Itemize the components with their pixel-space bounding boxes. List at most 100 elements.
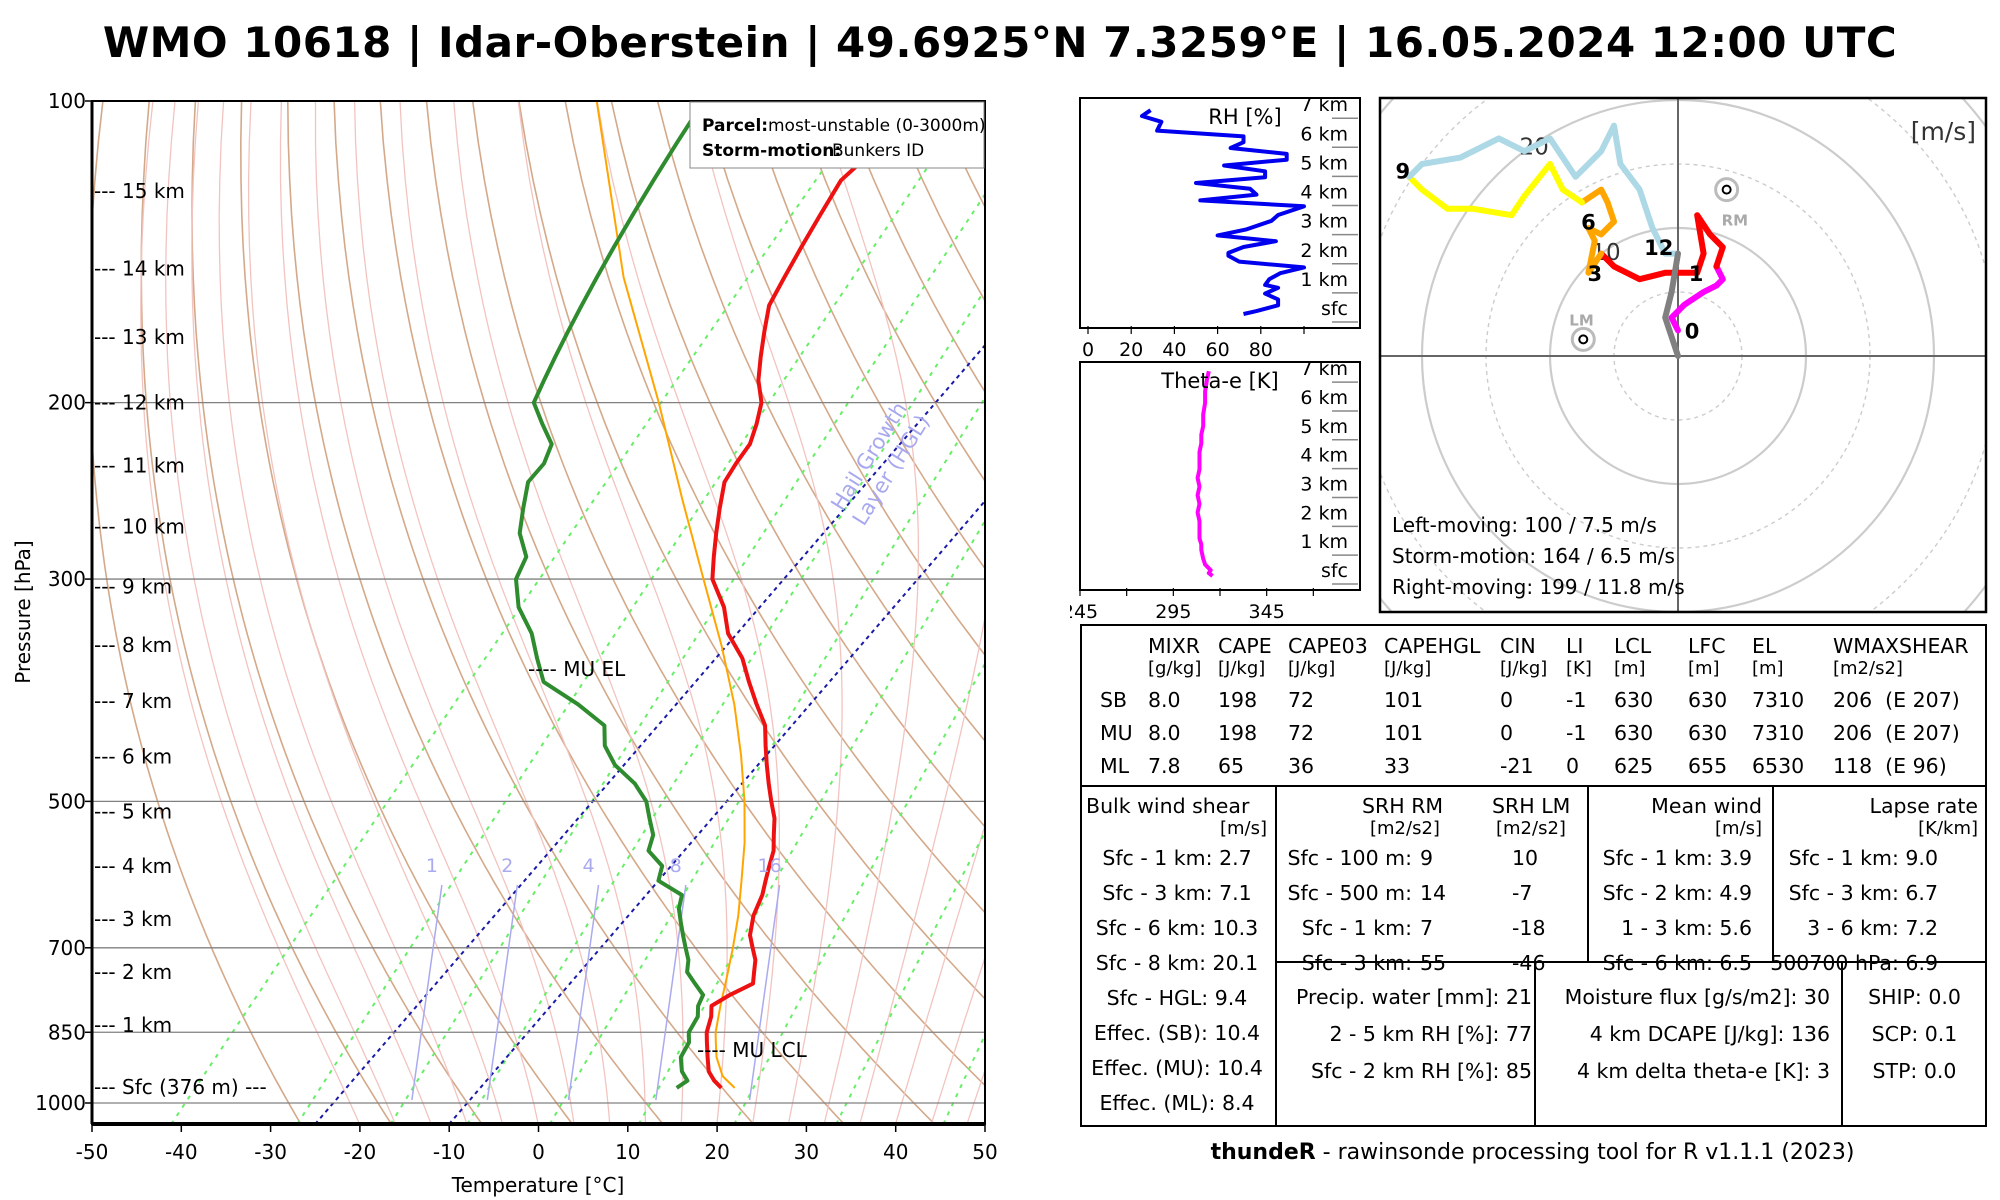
hodograph-height-label: 9 xyxy=(1395,159,1410,183)
moist-adiabat xyxy=(966,1068,985,1124)
mixing-ratio-tick xyxy=(748,884,781,1101)
column-unit: [K] xyxy=(1566,658,1592,679)
mean-wind-unit: [m/s] xyxy=(1714,818,1762,839)
bulk-shear-row: Effec. (MU): 10.4 xyxy=(1091,1056,1263,1080)
theta-e-height-label: 3 km xyxy=(1300,473,1348,495)
hodograph-height-label: 1 xyxy=(1689,262,1704,286)
row-label: MU xyxy=(1100,721,1133,745)
moist-adiabat xyxy=(165,101,397,1124)
hgl-boundary xyxy=(314,343,985,1124)
column-unit: [g/kg] xyxy=(1148,658,1202,679)
mixing-ratio-tick xyxy=(411,884,443,1101)
footer-brand: thundeR xyxy=(1210,1140,1316,1165)
mixing-ratio-label: 2 xyxy=(501,855,513,877)
legend-parcel-value: most-unstable (0-3000m) xyxy=(768,116,986,136)
table-cell: 630 xyxy=(1688,688,1728,712)
lapse-rate-row: Sfc - 1 km: 9.0 xyxy=(1788,846,1938,870)
dry-adiabat xyxy=(471,101,985,1087)
srh-row-label: Sfc - 1 km: xyxy=(1301,916,1412,940)
theta-e-x-tick-label: 295 xyxy=(1155,601,1191,623)
y-tick-label: 200 xyxy=(48,391,86,415)
column-header: WMAXSHEAR xyxy=(1833,634,1969,658)
dry-adiabat xyxy=(518,101,985,1000)
moist-adiabat xyxy=(517,101,728,1124)
srh-rm-title: SRH RM xyxy=(1362,794,1444,818)
rh-x-tick-label: 80 xyxy=(1249,339,1273,360)
dry-adiabat xyxy=(287,101,664,1124)
rh-title: RH [%] xyxy=(1208,105,1281,129)
column-header: LFC xyxy=(1688,634,1726,658)
table-cell: 7310 xyxy=(1752,688,1805,712)
y-tick-label: 500 xyxy=(48,789,86,813)
srh-lm-title: SRH LM xyxy=(1492,794,1571,818)
column-header: CIN xyxy=(1500,634,1536,658)
hodograph-segment xyxy=(1579,186,1617,276)
table-cell: 206 (E 207) xyxy=(1833,721,1960,745)
table-cell: 198 xyxy=(1218,688,1258,712)
bulk-shear-row: Sfc - HGL: 9.4 xyxy=(1106,986,1248,1010)
moist-adiabat xyxy=(218,101,468,1124)
storm-motion-marker-center xyxy=(1578,334,1589,345)
mu-el-label: ---- MU EL xyxy=(528,657,626,681)
srh-lm-value: 10 xyxy=(1512,846,1539,870)
moist-adiabat xyxy=(314,101,575,1124)
mean-wind-row: 1 - 3 km: 5.6 xyxy=(1621,916,1752,940)
height-label: --- 14 km xyxy=(94,257,185,281)
hodograph-unit: [m/s] xyxy=(1911,117,1976,146)
hgl-boundary xyxy=(448,499,985,1124)
mixing-ratio-line xyxy=(466,288,985,1124)
mixing-ratio-tick xyxy=(486,884,519,1101)
rh-x-tick-label: 20 xyxy=(1119,339,1143,360)
hodograph-segment xyxy=(1406,122,1681,257)
height-label: --- 13 km xyxy=(94,325,185,349)
table-cell: 7.8 xyxy=(1148,754,1181,778)
column-unit: [J/kg] xyxy=(1500,658,1548,679)
table-cell: 65 xyxy=(1218,754,1245,778)
mixing-ratio-label: 4 xyxy=(582,855,594,877)
hgl-label: Hail Growth Layer (HGL) xyxy=(826,398,934,530)
x-tick-label: 30 xyxy=(794,1140,819,1164)
height-label: --- Sfc (376 m) --- xyxy=(94,1075,267,1099)
theta-e-line xyxy=(1195,370,1214,578)
parcel-line xyxy=(595,101,746,1089)
x-tick-label: -40 xyxy=(165,1140,198,1164)
hodograph-height-label: 12 xyxy=(1644,236,1673,260)
mixing-ratio-line xyxy=(637,518,985,1124)
y-tick-label: 300 xyxy=(48,567,86,591)
x-tick-label: -30 xyxy=(254,1140,287,1164)
height-label: --- 8 km xyxy=(94,633,172,657)
x-tick-label: 50 xyxy=(972,1140,997,1164)
hodograph: 10203040RMLM0136912 [m/s] Left-moving: 1… xyxy=(1378,96,1988,614)
dry-adiabat xyxy=(841,101,985,394)
srh-row-label: Sfc - 100 m: xyxy=(1287,846,1412,870)
mu-lcl-label: ---- MU LCL xyxy=(697,1038,808,1062)
parameters-table: MIXR [g/kg] CAPE [J/kg] CAPE03 [J/kg] CAPEHGL[… xyxy=(1080,624,1987,1127)
column-header: EL xyxy=(1752,634,1777,658)
srh-row-label: Sfc - 500 m: xyxy=(1287,881,1412,905)
composite-row: SCP: 0.1 xyxy=(1871,1022,1958,1046)
rm-label: RM xyxy=(1722,212,1748,230)
table-cell: 101 xyxy=(1384,688,1424,712)
rh-height-label: 1 km xyxy=(1300,269,1348,291)
moist-adiabat xyxy=(191,101,432,1124)
row-label: SB xyxy=(1100,688,1128,712)
dewpoint-line xyxy=(514,101,706,1090)
column-header: MIXR xyxy=(1148,634,1201,658)
hodograph-segment xyxy=(1668,263,1726,334)
height-label: --- 15 km xyxy=(94,179,185,203)
mixing-ratio-line xyxy=(548,395,985,1124)
moist-adiabat xyxy=(279,101,539,1124)
composite-row: SHIP: 0.0 xyxy=(1868,985,1961,1009)
hodograph-segment xyxy=(1406,161,1585,219)
table-cell: 655 xyxy=(1688,754,1728,778)
height-label: --- 7 km xyxy=(94,689,172,713)
footer-text: - rawinsonde processing tool for R v1.1.… xyxy=(1315,1140,1855,1165)
x-tick-label: 20 xyxy=(704,1140,729,1164)
mean-wind-row: Sfc - 1 km: 3.9 xyxy=(1602,846,1752,870)
theta-e-panel: sfc 1 km 2 km 3 km 4 km 5 km 6 km 7 km 245 295 345… xyxy=(1070,358,1361,623)
moist-adiabat xyxy=(247,101,504,1124)
legend-storm-label: Storm-motion: xyxy=(702,141,841,161)
column-unit: [J/kg] xyxy=(1384,658,1432,679)
theta-e-height-label: 2 km xyxy=(1300,502,1348,524)
storm-motion-marker xyxy=(1570,326,1596,352)
